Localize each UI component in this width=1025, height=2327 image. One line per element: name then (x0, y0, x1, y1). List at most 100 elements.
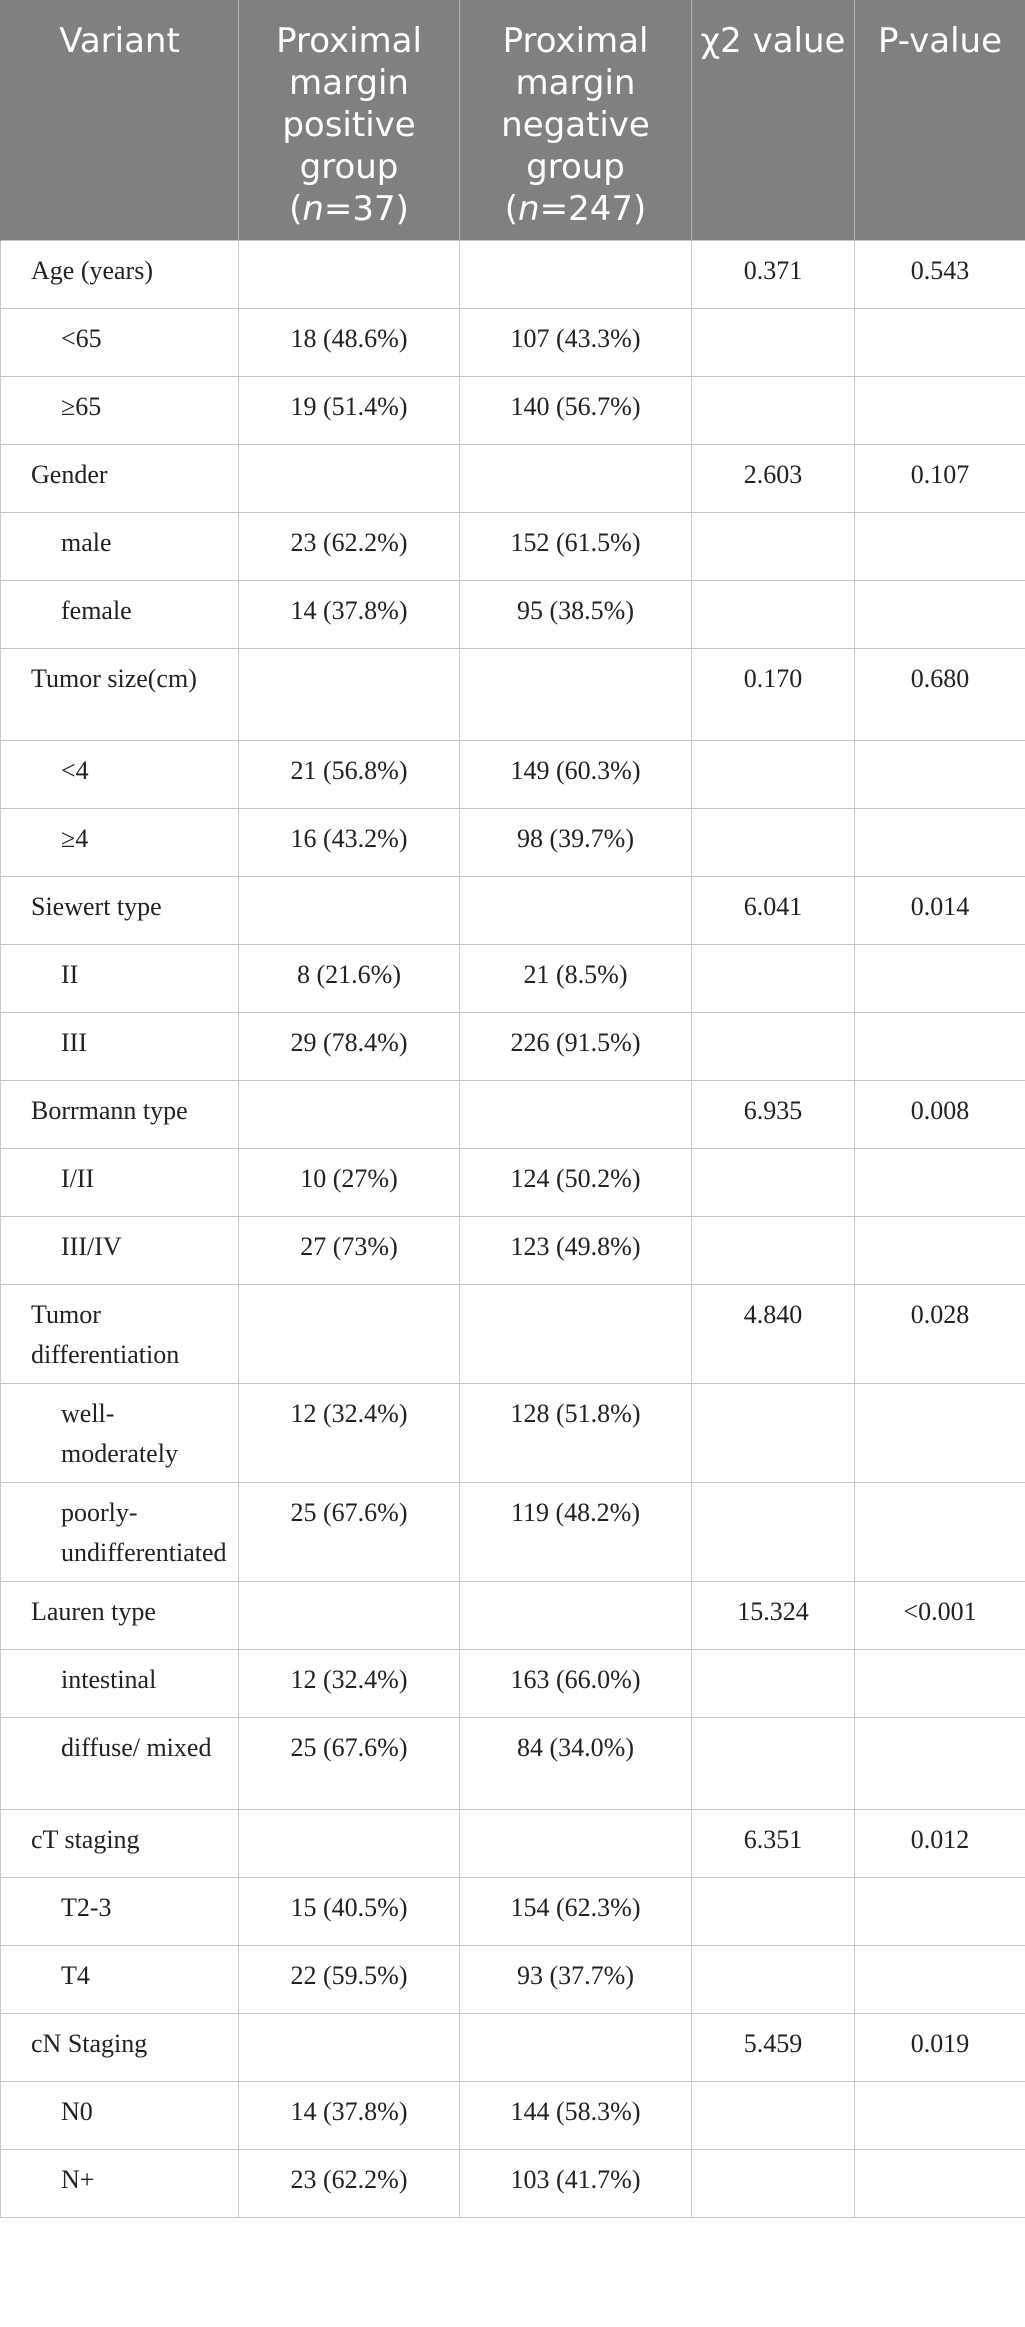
positive-group-cell (238, 1809, 460, 1878)
negative-group-cell: 144 (58.3%) (459, 2081, 692, 2150)
table-row: Gender 2.603 0.107 (0, 444, 1025, 513)
chi2-value-cell (691, 1649, 855, 1718)
table-row: Lauren type 15.324 <0.001 (0, 1581, 1025, 1650)
table-row: male 23 (62.2%) 152 (61.5%) (0, 512, 1025, 581)
p-value-cell (854, 376, 1025, 445)
chi2-value-cell (691, 2081, 855, 2150)
table-row: T4 22 (59.5%) 93 (37.7%) (0, 1945, 1025, 2014)
p-value-cell (854, 308, 1025, 377)
positive-group-cell: 18 (48.6%) (238, 308, 460, 377)
p-value-cell (854, 1877, 1025, 1946)
chi2-value-cell (691, 2149, 855, 2218)
positive-group-cell (238, 444, 460, 513)
chi2-value-cell: 2.603 (691, 444, 855, 513)
row-label-cell: III/IV (0, 1216, 239, 1285)
positive-group-cell: 14 (37.8%) (238, 580, 460, 649)
table-row: intestinal 12 (32.4%) 163 (66.0%) (0, 1649, 1025, 1718)
p-value-cell (854, 1383, 1025, 1483)
positive-group-cell: 19 (51.4%) (238, 376, 460, 445)
negative-group-cell (459, 1080, 692, 1149)
row-label-cell: III (0, 1012, 239, 1081)
row-label-cell: <65 (0, 308, 239, 377)
p-value-cell: 0.012 (854, 1809, 1025, 1878)
row-label-cell: poorly-undifferentiated (0, 1482, 239, 1582)
row-label-cell: Borrmann type (0, 1080, 239, 1149)
p-value-cell (854, 1717, 1025, 1810)
negative-group-cell: 152 (61.5%) (459, 512, 692, 581)
chi2-value-cell: 6.935 (691, 1080, 855, 1149)
row-label-cell: T4 (0, 1945, 239, 2014)
p-value-cell: 0.107 (854, 444, 1025, 513)
p-value-cell: 0.014 (854, 876, 1025, 945)
negative-group-cell (459, 444, 692, 513)
chi2-value-cell (691, 512, 855, 581)
positive-group-cell (238, 2013, 460, 2082)
p-value-cell (854, 1945, 1025, 2014)
table-row: diffuse/ mixed 25 (67.6%) 84 (34.0%) (0, 1717, 1025, 1810)
negative-group-cell: 84 (34.0%) (459, 1717, 692, 1810)
positive-group-cell (238, 1080, 460, 1149)
row-label-cell: intestinal (0, 1649, 239, 1718)
chi2-value-cell (691, 1717, 855, 1810)
positive-group-cell: 25 (67.6%) (238, 1717, 460, 1810)
row-label-cell: Gender (0, 444, 239, 513)
positive-group-cell: 12 (32.4%) (238, 1383, 460, 1483)
chi2-value-cell (691, 944, 855, 1013)
chi2-value-cell: 0.170 (691, 648, 855, 741)
p-value-cell (854, 2081, 1025, 2150)
table-row: I/II 10 (27%) 124 (50.2%) (0, 1148, 1025, 1217)
negative-group-cell: 123 (49.8%) (459, 1216, 692, 1285)
negative-group-cell: 163 (66.0%) (459, 1649, 692, 1718)
negative-group-cell: 140 (56.7%) (459, 376, 692, 445)
negative-group-cell: 95 (38.5%) (459, 580, 692, 649)
positive-group-cell: 8 (21.6%) (238, 944, 460, 1013)
negative-group-cell: 226 (91.5%) (459, 1012, 692, 1081)
chi2-value-cell (691, 808, 855, 877)
p-value-cell: 0.680 (854, 648, 1025, 741)
row-label-cell: T2-3 (0, 1877, 239, 1946)
table-row: <65 18 (48.6%) 107 (43.3%) (0, 308, 1025, 377)
positive-group-cell: 22 (59.5%) (238, 1945, 460, 2014)
negative-group-cell: 119 (48.2%) (459, 1482, 692, 1582)
row-label-cell: N+ (0, 2149, 239, 2218)
positive-group-cell: 15 (40.5%) (238, 1877, 460, 1946)
p-value-cell (854, 944, 1025, 1013)
negative-group-cell: 124 (50.2%) (459, 1148, 692, 1217)
row-label-cell: ≥65 (0, 376, 239, 445)
data-table: Variant Proximal margin positive group (… (0, 0, 1025, 2218)
table-row: cN Staging 5.459 0.019 (0, 2013, 1025, 2082)
chi2-value-cell (691, 1877, 855, 1946)
table-row: III/IV 27 (73%) 123 (49.8%) (0, 1216, 1025, 1285)
row-label-cell: N0 (0, 2081, 239, 2150)
p-value-cell: 0.028 (854, 1284, 1025, 1384)
negative-group-cell: 154 (62.3%) (459, 1877, 692, 1946)
table-row: Siewert type 6.041 0.014 (0, 876, 1025, 945)
row-label-cell: Tumor size(cm) (0, 648, 239, 741)
negative-group-cell: 93 (37.7%) (459, 1945, 692, 2014)
table-row: III 29 (78.4%) 226 (91.5%) (0, 1012, 1025, 1081)
table-row: cT staging 6.351 0.012 (0, 1809, 1025, 1878)
p-value-cell (854, 512, 1025, 581)
positive-group-cell (238, 648, 460, 741)
header-p-value: P-value (854, 0, 1025, 241)
negative-group-cell: 98 (39.7%) (459, 808, 692, 877)
header-positive-group: Proximal margin positive group (n=37) (238, 0, 460, 241)
negative-group-cell: 149 (60.3%) (459, 740, 692, 809)
chi2-value-cell (691, 580, 855, 649)
row-label-cell: Lauren type (0, 1581, 239, 1650)
positive-group-cell: 12 (32.4%) (238, 1649, 460, 1718)
row-label-cell: diffuse/ mixed (0, 1717, 239, 1810)
header-row: Variant Proximal margin positive group (… (0, 0, 1025, 241)
negative-group-cell (459, 648, 692, 741)
row-label-cell: male (0, 512, 239, 581)
negative-group-cell (459, 1284, 692, 1384)
row-label-cell: I/II (0, 1148, 239, 1217)
chi2-value-cell: 0.371 (691, 240, 855, 309)
table-row: Age (years) 0.371 0.543 (0, 240, 1025, 309)
table-row: Tumor size(cm) 0.170 0.680 (0, 648, 1025, 741)
table-row: <4 21 (56.8%) 149 (60.3%) (0, 740, 1025, 809)
negative-group-cell (459, 876, 692, 945)
chi2-value-cell (691, 1482, 855, 1582)
table-row: N0 14 (37.8%) 144 (58.3%) (0, 2081, 1025, 2150)
positive-group-cell: 29 (78.4%) (238, 1012, 460, 1081)
